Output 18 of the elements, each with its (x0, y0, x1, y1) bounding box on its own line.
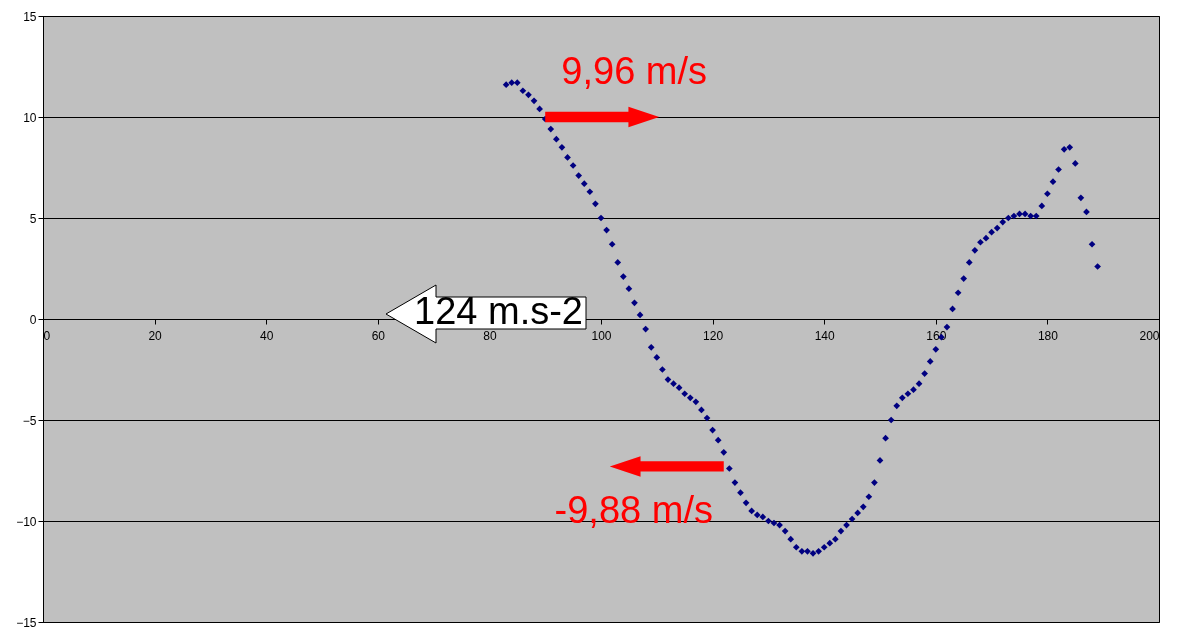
annotation: 9,96 m/s (561, 50, 708, 92)
y-tick-label: 5 (29, 211, 37, 226)
y-tick-label: −5 (22, 413, 37, 428)
x-tick-label: 120 (703, 328, 724, 343)
y-tick-label: −10 (16, 514, 37, 529)
x-tick-label: 140 (814, 328, 836, 343)
y-tick-label: −15 (16, 615, 37, 628)
x-tick-label: 100 (591, 328, 612, 343)
x-tick-label: 60 (371, 328, 386, 343)
y-tick-label: 10 (23, 110, 37, 125)
x-tick-label: 180 (1037, 328, 1059, 343)
annotation: -9,88 m/s (554, 489, 713, 532)
x-tick-label: 40 (260, 328, 274, 343)
y-tick-label: 0 (29, 312, 37, 327)
x-tick-label: 0 (43, 328, 51, 343)
x-tick-label: 20 (148, 328, 163, 343)
x-tick-label: 200 (1139, 328, 1160, 343)
y-tick-label: 15 (23, 9, 37, 24)
